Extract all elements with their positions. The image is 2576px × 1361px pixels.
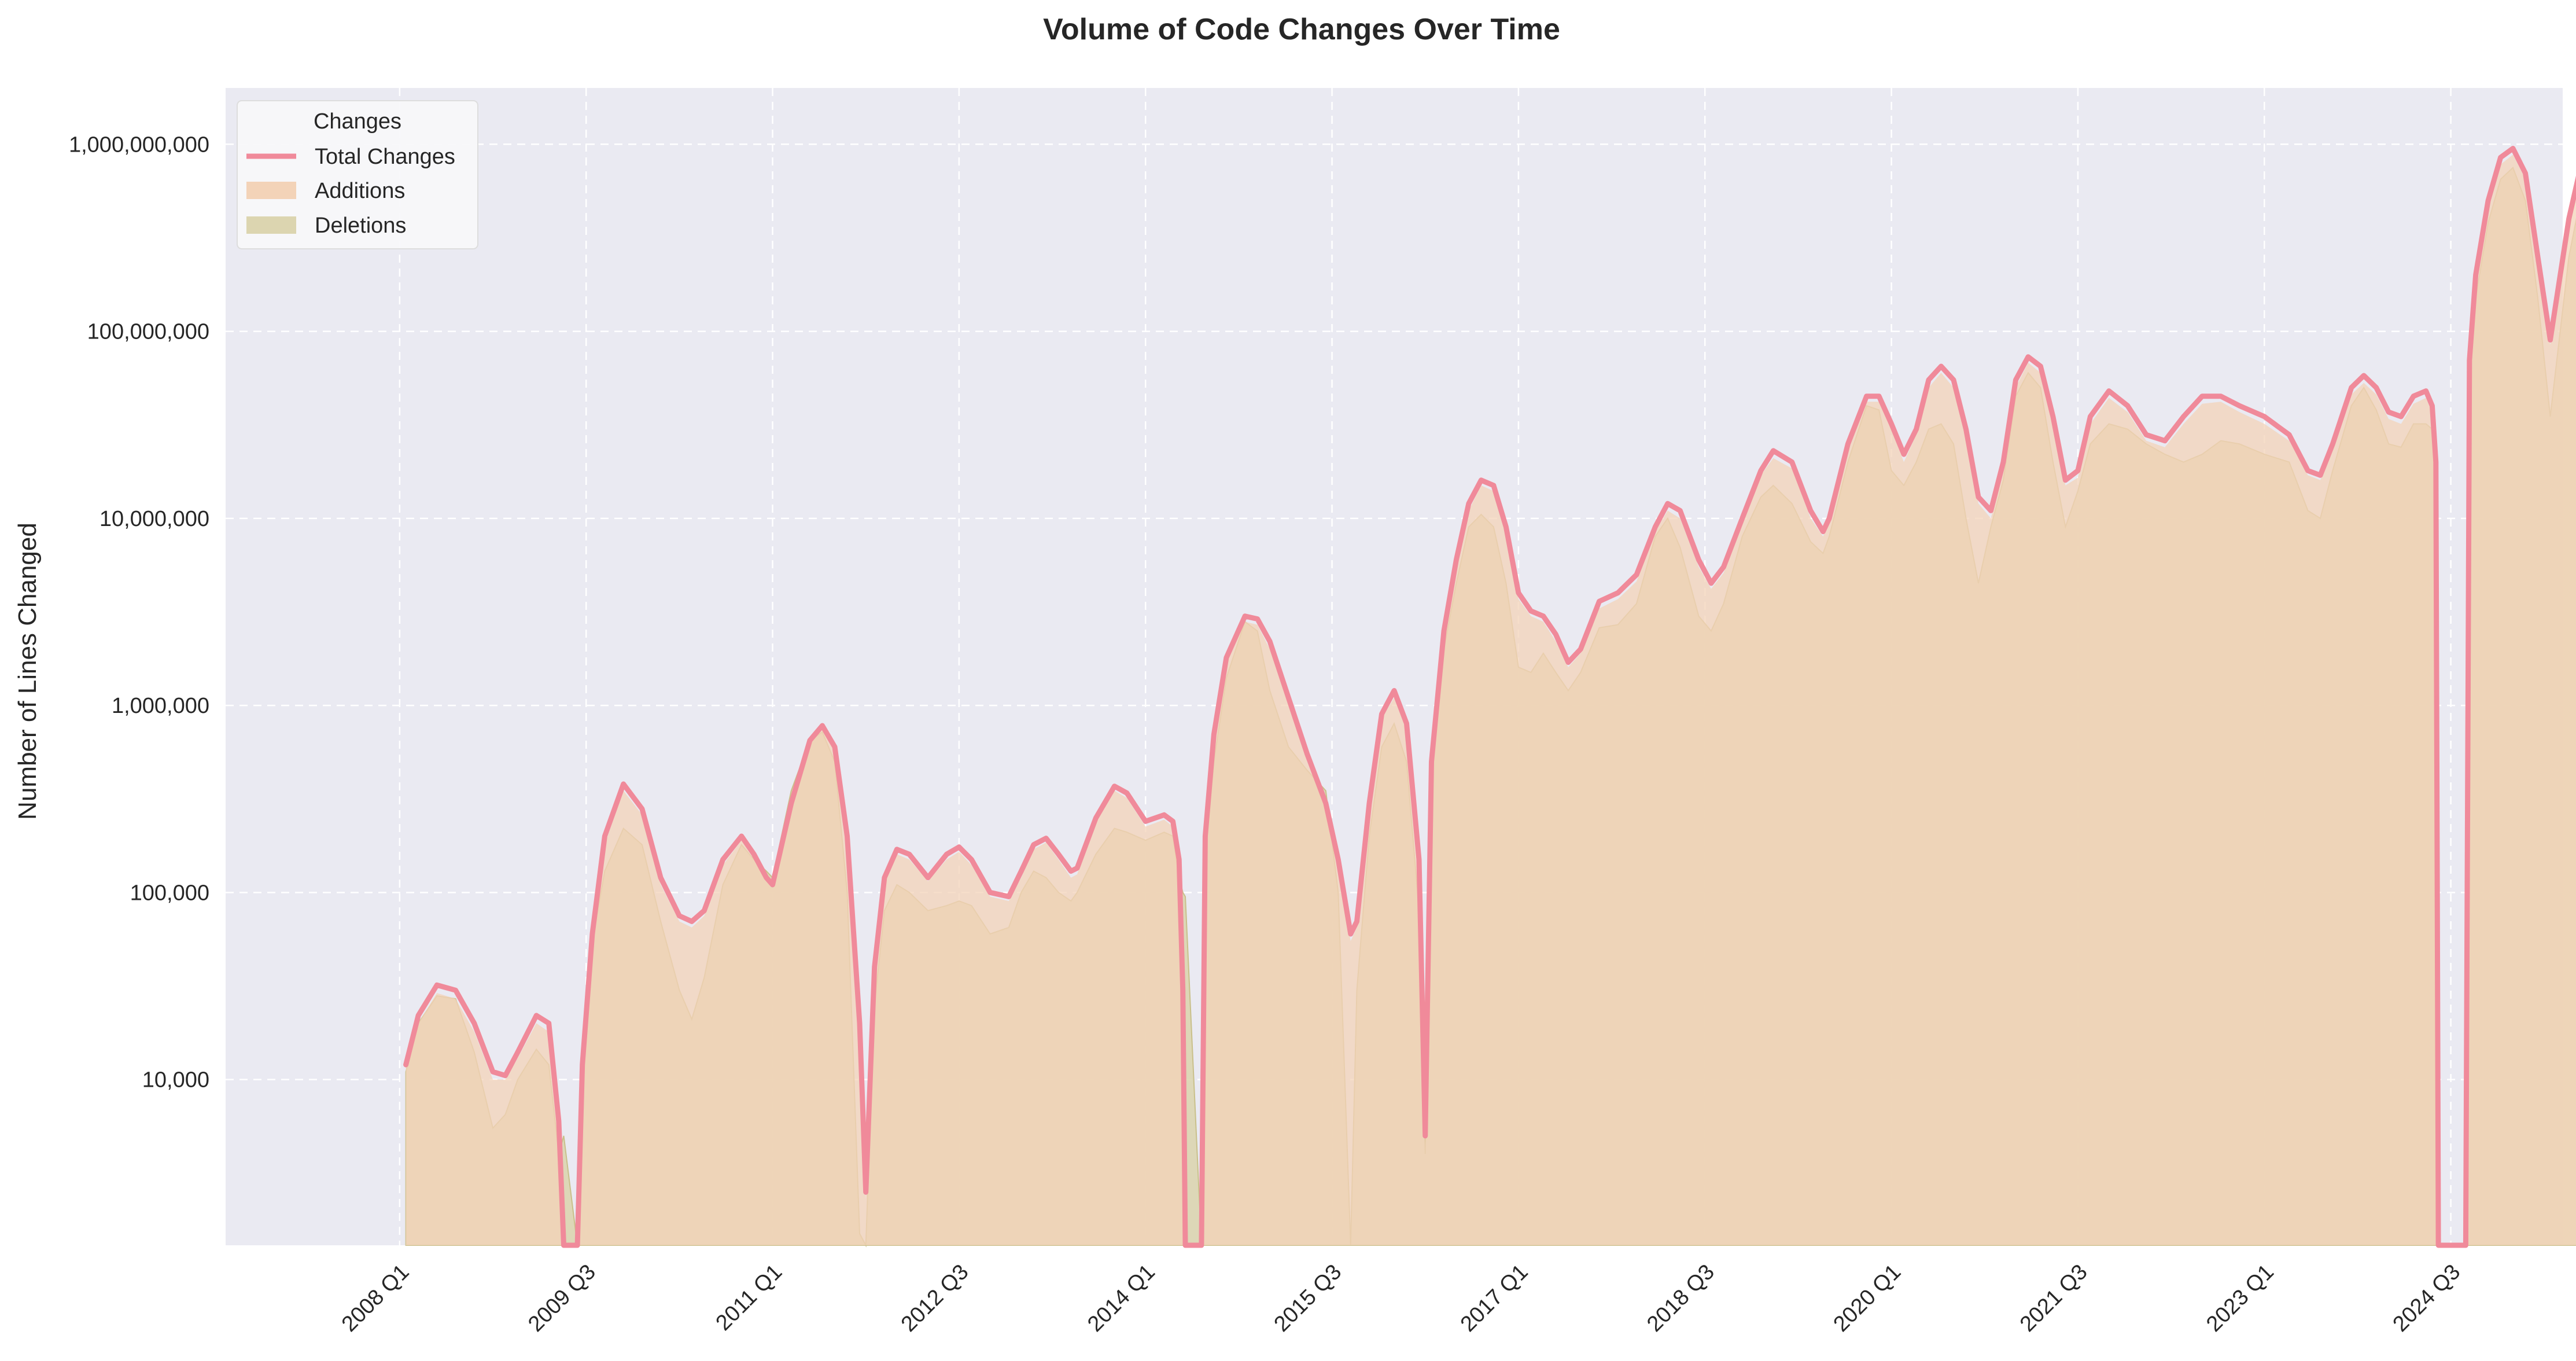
y-tick-label: 10,000,000 — [99, 507, 209, 531]
legend-label-total-changes: Total Changes — [315, 145, 455, 169]
legend-title: Changes — [314, 109, 401, 134]
series-layer — [403, 146, 2576, 1248]
additions-area — [406, 155, 2576, 1245]
y-tick-label: 100,000 — [130, 881, 209, 905]
legend: Changes Total Changes Additions Deletion… — [237, 100, 478, 249]
y-tick-label: 100,000,000 — [87, 320, 209, 344]
legend-label-deletions: Deletions — [315, 214, 406, 238]
y-axis-ticks: 10,000 100,000 1,000,000 10,000,000 100,000,… — [69, 133, 209, 1092]
legend-box — [237, 100, 478, 249]
y-tick-label: 10,000 — [142, 1068, 209, 1093]
legend-swatch-additions — [246, 182, 296, 199]
legend-swatch-deletions — [246, 216, 296, 234]
y-tick-label: 1,000,000 — [112, 694, 209, 718]
legend-label-additions: Additions — [315, 179, 405, 203]
y-tick-label: 1,000,000,000 — [69, 133, 209, 157]
chart-title: Volume of Code Changes Over Time — [1043, 13, 1560, 46]
y-axis-label: Number of Lines Changed — [13, 523, 42, 820]
total-changes-line — [403, 146, 2576, 1248]
